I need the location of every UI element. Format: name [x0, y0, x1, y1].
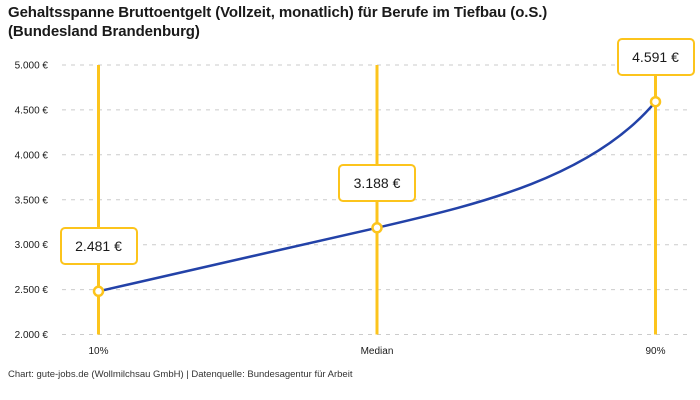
x-axis-tick-label: 10%: [88, 346, 108, 357]
chart-attribution: Chart: gute-jobs.de (Wollmilchsau GmbH) …: [8, 369, 353, 380]
data-point-marker: [371, 222, 383, 234]
data-point-marker: [92, 285, 105, 298]
value-label-box: 3.188 €: [338, 163, 416, 202]
x-axis-tick-label: Median: [361, 346, 394, 357]
value-label-box: 4.591 €: [616, 37, 695, 76]
y-axis-tick-label: 4.500 €: [15, 105, 49, 116]
salary-range-chart: 5.000 € 4.500 € 4.000 € 3.500 € 3.000 € 2.500…: [15, 61, 692, 357]
y-axis-tick-label: 3.500 €: [15, 195, 49, 206]
y-axis-tick-label: 5.000 €: [15, 61, 49, 72]
y-axis-tick-label: 2.500 €: [15, 285, 49, 296]
y-axis-tick-label: 3.000 €: [15, 240, 49, 251]
chart-title: Gehaltsspanne Bruttoentgelt (Vollzeit, m…: [8, 4, 548, 41]
value-label-box: 2.481 €: [59, 227, 138, 266]
y-axis-tick-label: 4.000 €: [15, 150, 49, 161]
data-point-marker: [649, 95, 662, 108]
y-axis-tick-label: 2.000 €: [15, 330, 49, 341]
x-axis-tick-label: 90%: [645, 346, 665, 357]
